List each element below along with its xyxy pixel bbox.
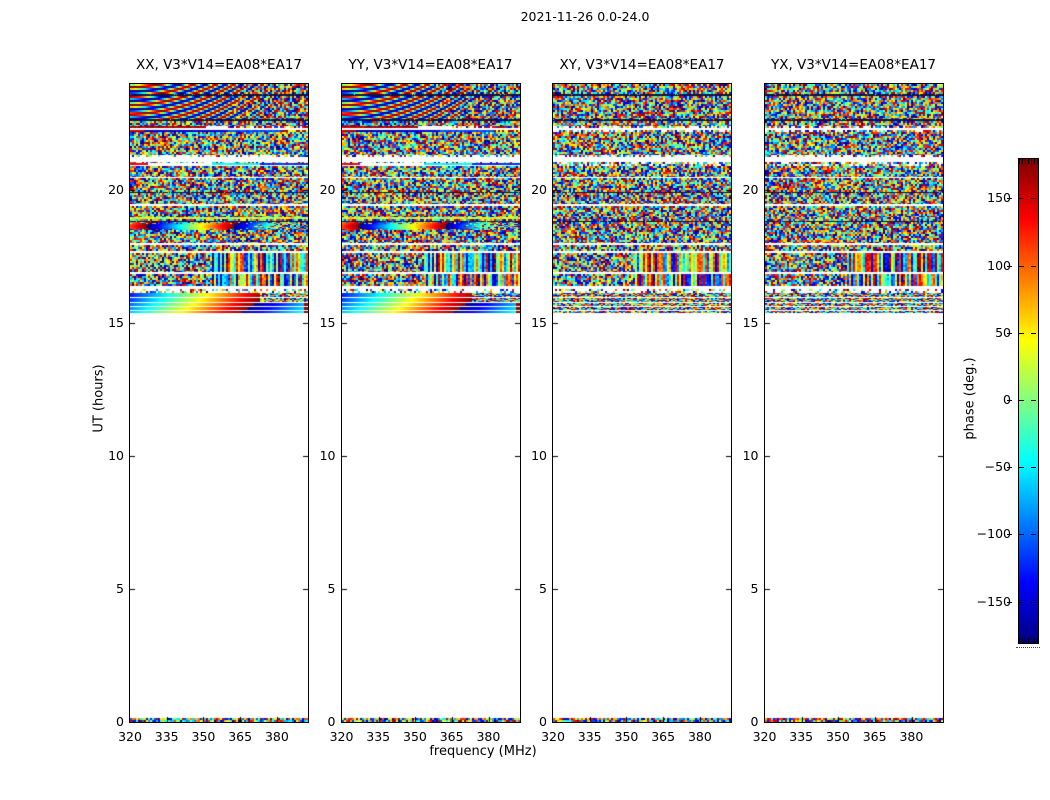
x-tick-label: 380 xyxy=(687,729,712,744)
panel-plot-XY xyxy=(552,83,732,723)
colorbar-tick-mark xyxy=(1007,602,1012,603)
y-tick-label: 15 xyxy=(319,315,336,331)
x-tick-label: 365 xyxy=(228,729,253,744)
colorbar-underflow-hatch-bottom xyxy=(1019,638,1038,643)
phase-waterfall-canvas-XY xyxy=(553,84,731,722)
colorbar-tick-mark xyxy=(1031,333,1036,334)
x-tick-label: 335 xyxy=(577,729,602,744)
colorbar-tick-mark xyxy=(1031,602,1036,603)
colorbar-tick-label: −100 xyxy=(976,526,1011,542)
colorbar-tick-mark xyxy=(1019,266,1024,267)
panel-plot-YY xyxy=(340,83,521,723)
y-tick-label: 0 xyxy=(539,714,547,729)
y-axis-label: UT (hours) xyxy=(91,364,107,433)
colorbar-tick-mark xyxy=(1019,467,1024,468)
colorbar-tick-mark xyxy=(1031,266,1036,267)
colorbar-tick-label: 50 xyxy=(995,324,1011,340)
y-tick-label: 10 xyxy=(742,448,759,464)
colorbar-tick-mark xyxy=(1007,333,1012,334)
y-tick-label: 20 xyxy=(319,182,336,198)
y-tick-label: 5 xyxy=(750,581,759,597)
x-tick-label: 335 xyxy=(366,729,391,744)
y-tick-label: 20 xyxy=(531,182,547,198)
x-tick-label: 320 xyxy=(118,729,142,744)
colorbar-overflow-hatch-top xyxy=(1019,159,1038,164)
phase-waterfall-canvas-XX xyxy=(130,84,308,722)
x-tick-label: 380 xyxy=(899,729,924,744)
x-tick-label: 365 xyxy=(651,729,676,744)
panel-title-YX: YX, V3*V14=EA08*EA17 xyxy=(770,57,936,73)
colorbar-tick-mark xyxy=(1019,534,1024,535)
x-tick-label: 365 xyxy=(439,729,464,744)
y-tick-label: 20 xyxy=(108,182,124,198)
x-tick-label: 380 xyxy=(476,729,501,744)
colorbar-flagged-dotted-line xyxy=(1016,647,1040,648)
colorbar-tick-label: −150 xyxy=(976,593,1011,609)
panel-title-XY: XY, V3*V14=EA08*EA17 xyxy=(559,57,725,73)
figure-title: 2021-11-26 0.0-24.0 xyxy=(520,9,650,24)
y-tick-label: 20 xyxy=(742,182,759,198)
colorbar-tick-label: 150 xyxy=(987,190,1011,206)
y-tick-label: 5 xyxy=(539,581,547,597)
x-tick-label: 380 xyxy=(264,729,289,744)
y-tick-label: 15 xyxy=(742,315,759,331)
x-tick-label: 350 xyxy=(826,729,850,744)
y-tick-label: 5 xyxy=(116,581,124,597)
x-tick-label: 320 xyxy=(329,729,354,744)
colorbar-tick-mark xyxy=(1019,333,1024,334)
x-tick-label: 350 xyxy=(614,729,639,744)
colorbar-tick-mark xyxy=(1007,467,1012,468)
colorbar-tick-mark xyxy=(1007,266,1012,267)
y-tick-label: 15 xyxy=(108,315,124,331)
y-tick-label: 5 xyxy=(327,581,336,597)
panel-title-XX: XX, V3*V14=EA08*EA17 xyxy=(135,57,302,73)
colorbar-tick-mark xyxy=(1007,400,1012,401)
x-tick-label: 335 xyxy=(154,729,179,744)
x-tick-label: 365 xyxy=(862,729,887,744)
x-tick-label: 320 xyxy=(752,729,777,744)
x-tick-label: 350 xyxy=(191,729,216,744)
panel-plot-XX xyxy=(129,83,309,723)
colorbar-tick-mark xyxy=(1019,198,1024,199)
colorbar-tick-mark xyxy=(1007,534,1012,535)
y-tick-label: 0 xyxy=(116,714,124,729)
y-tick-label: 0 xyxy=(327,714,336,729)
colorbar-tick-label: −50 xyxy=(984,459,1011,475)
colorbar-tick-mark xyxy=(1019,400,1024,401)
x-tick-label: 335 xyxy=(789,729,814,744)
y-tick-label: 0 xyxy=(750,714,759,729)
colorbar-tick-mark xyxy=(1031,198,1036,199)
x-tick-label: 320 xyxy=(541,729,565,744)
phase-waterfall-canvas-YY xyxy=(341,84,520,722)
y-tick-label: 10 xyxy=(531,448,547,464)
colorbar-tick-mark xyxy=(1007,198,1012,199)
panel-title-YY: YY, V3*V14=EA08*EA17 xyxy=(348,57,513,73)
colorbar-tick-mark xyxy=(1031,534,1036,535)
colorbar-tick-mark xyxy=(1031,400,1036,401)
colorbar-tick-mark xyxy=(1031,467,1036,468)
y-tick-label: 10 xyxy=(319,448,336,464)
colorbar-gradient xyxy=(1018,158,1039,644)
phase-waterfall-canvas-YX xyxy=(764,84,943,722)
y-tick-label: 15 xyxy=(531,315,547,331)
colorbar-tick-label: 0 xyxy=(973,392,1011,407)
x-axis-label: frequency (MHz) xyxy=(429,744,537,759)
x-tick-label: 350 xyxy=(403,729,427,744)
colorbar-tick-label: 100 xyxy=(987,257,1011,273)
panel-plot-YX xyxy=(763,83,944,723)
colorbar-tick-mark xyxy=(1019,602,1024,603)
y-tick-label: 10 xyxy=(108,448,124,464)
